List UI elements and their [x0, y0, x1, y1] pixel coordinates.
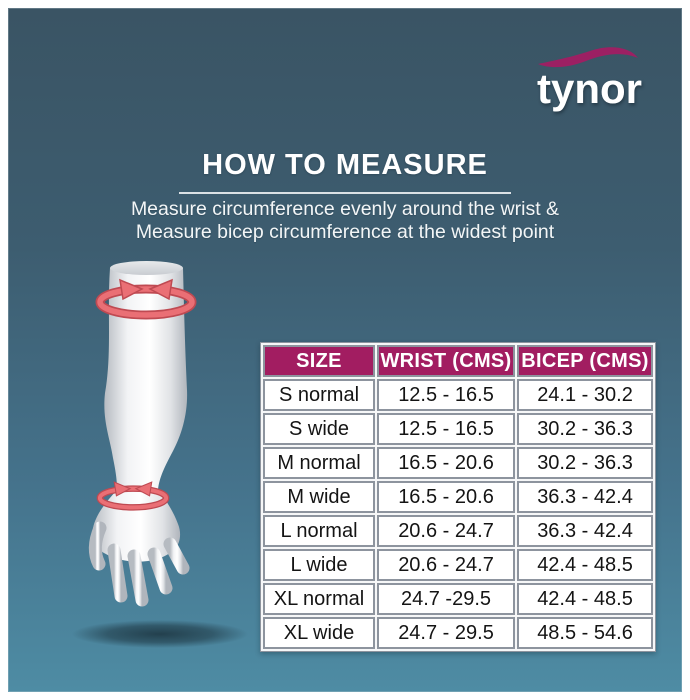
table-row: L wide 20.6 - 24.7 42.4 - 48.5: [263, 549, 653, 581]
wrist-cell: 12.5 - 16.5: [377, 379, 515, 411]
size-cell: L normal: [263, 515, 375, 547]
wrist-cell: 12.5 - 16.5: [377, 413, 515, 445]
column-header-bicep: BICEP (CMS): [517, 345, 653, 377]
table-row: S wide 12.5 - 16.5 30.2 - 36.3: [263, 413, 653, 445]
arm-floor-shadow: [72, 620, 248, 648]
table-row: XL wide 24.7 - 29.5 48.5 - 54.6: [263, 617, 653, 649]
measure-instructions: Measure circumference evenly around the …: [8, 198, 682, 244]
pinky-finger: [163, 537, 190, 575]
instruction-line-1: Measure circumference evenly around the …: [130, 198, 560, 220]
brand-swoosh-icon: [538, 47, 638, 68]
wrist-measure-arrows-icon: [96, 481, 170, 511]
column-header-size: SIZE: [263, 345, 375, 377]
arm-shape: [104, 268, 188, 490]
table-header-row: SIZE WRIST (CMS) BICEP (CMS): [263, 345, 653, 377]
bicep-cell: 36.3 - 42.4: [517, 515, 653, 547]
table-row: XL normal 24.7 -29.5 42.4 - 48.5: [263, 583, 653, 615]
size-cell: L wide: [263, 549, 375, 581]
index-finger: [107, 543, 128, 603]
bicep-cell: 48.5 - 54.6: [517, 617, 653, 649]
wrist-cell: 16.5 - 20.6: [377, 481, 515, 513]
size-cell: M normal: [263, 447, 375, 479]
table-row: M wide 16.5 - 20.6 36.3 - 42.4: [263, 481, 653, 513]
ring-finger: [147, 547, 173, 595]
bicep-measure-arrows-icon: [95, 278, 197, 320]
brand-name: tynor: [537, 65, 642, 112]
wrist-cell: 16.5 - 20.6: [377, 447, 515, 479]
bicep-cell: 42.4 - 48.5: [517, 549, 653, 581]
wrist-cell: 24.7 -29.5: [377, 583, 515, 615]
title-underline: [179, 192, 511, 194]
page-title: HOW TO MEASURE: [202, 149, 488, 181]
size-cell: S wide: [263, 413, 375, 445]
column-header-wrist: WRIST (CMS): [377, 345, 515, 377]
thumb: [88, 521, 107, 571]
wrist-cell: 24.7 - 29.5: [377, 617, 515, 649]
arm-top-cap: [110, 261, 183, 275]
table-row: M normal 16.5 - 20.6 30.2 - 36.3: [263, 447, 653, 479]
bicep-cell: 36.3 - 42.4: [517, 481, 653, 513]
hand-fingers: [88, 521, 190, 607]
arm-measurement-illustration: [72, 261, 248, 648]
middle-finger: [127, 549, 149, 607]
size-cell: XL wide: [263, 617, 375, 649]
size-cell: S normal: [263, 379, 375, 411]
brand-logo: tynor: [536, 42, 642, 110]
size-table-body: S normal 12.5 - 16.5 24.1 - 30.2 S wide 12.5…: [263, 379, 653, 649]
size-cell: XL normal: [263, 583, 375, 615]
bicep-cell: 24.1 - 30.2: [517, 379, 653, 411]
bicep-cell: 42.4 - 48.5: [517, 583, 653, 615]
instruction-line-2: Measure bicep circumference at the wides…: [135, 221, 555, 243]
bicep-cell: 30.2 - 36.3: [517, 413, 653, 445]
table-row: S normal 12.5 - 16.5 24.1 - 30.2: [263, 379, 653, 411]
table-row: L normal 20.6 - 24.7 36.3 - 42.4: [263, 515, 653, 547]
wrist-cell: 20.6 - 24.7: [377, 515, 515, 547]
size-chart-table: SIZE WRIST (CMS) BICEP (CMS) S normal 12.5 …: [260, 342, 656, 652]
wrist-cell: 20.6 - 24.7: [377, 549, 515, 581]
bicep-cell: 30.2 - 36.3: [517, 447, 653, 479]
size-cell: M wide: [263, 481, 375, 513]
